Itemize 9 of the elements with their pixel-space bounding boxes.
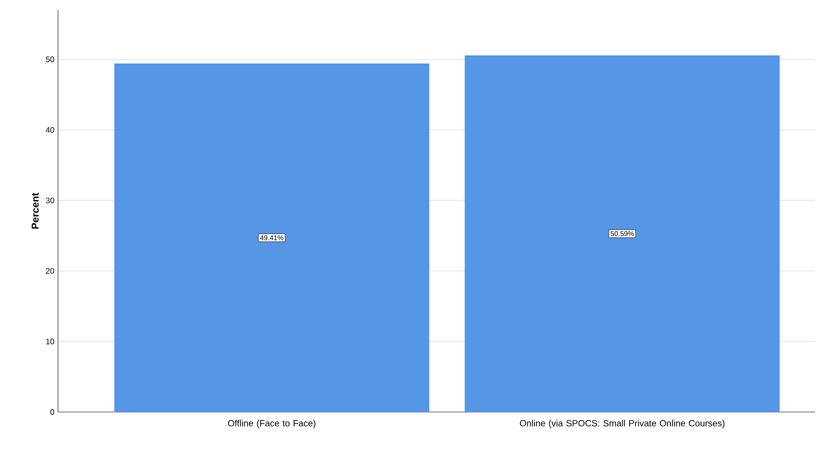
y-tick-label: 30 bbox=[46, 198, 54, 204]
y-tick-label: 20 bbox=[46, 268, 54, 274]
y-tick-label: 40 bbox=[46, 127, 54, 133]
x-tick-label: Online (via SPOCS: Small Private Online Courses) bbox=[520, 420, 724, 428]
x-tick-label: Offline (Face to Face) bbox=[228, 420, 316, 428]
y-axis-title: Percent bbox=[32, 192, 39, 229]
y-tick-label: 50 bbox=[46, 56, 54, 62]
y-tick-label: 10 bbox=[46, 338, 54, 344]
y-tick-label: 0 bbox=[50, 409, 54, 415]
